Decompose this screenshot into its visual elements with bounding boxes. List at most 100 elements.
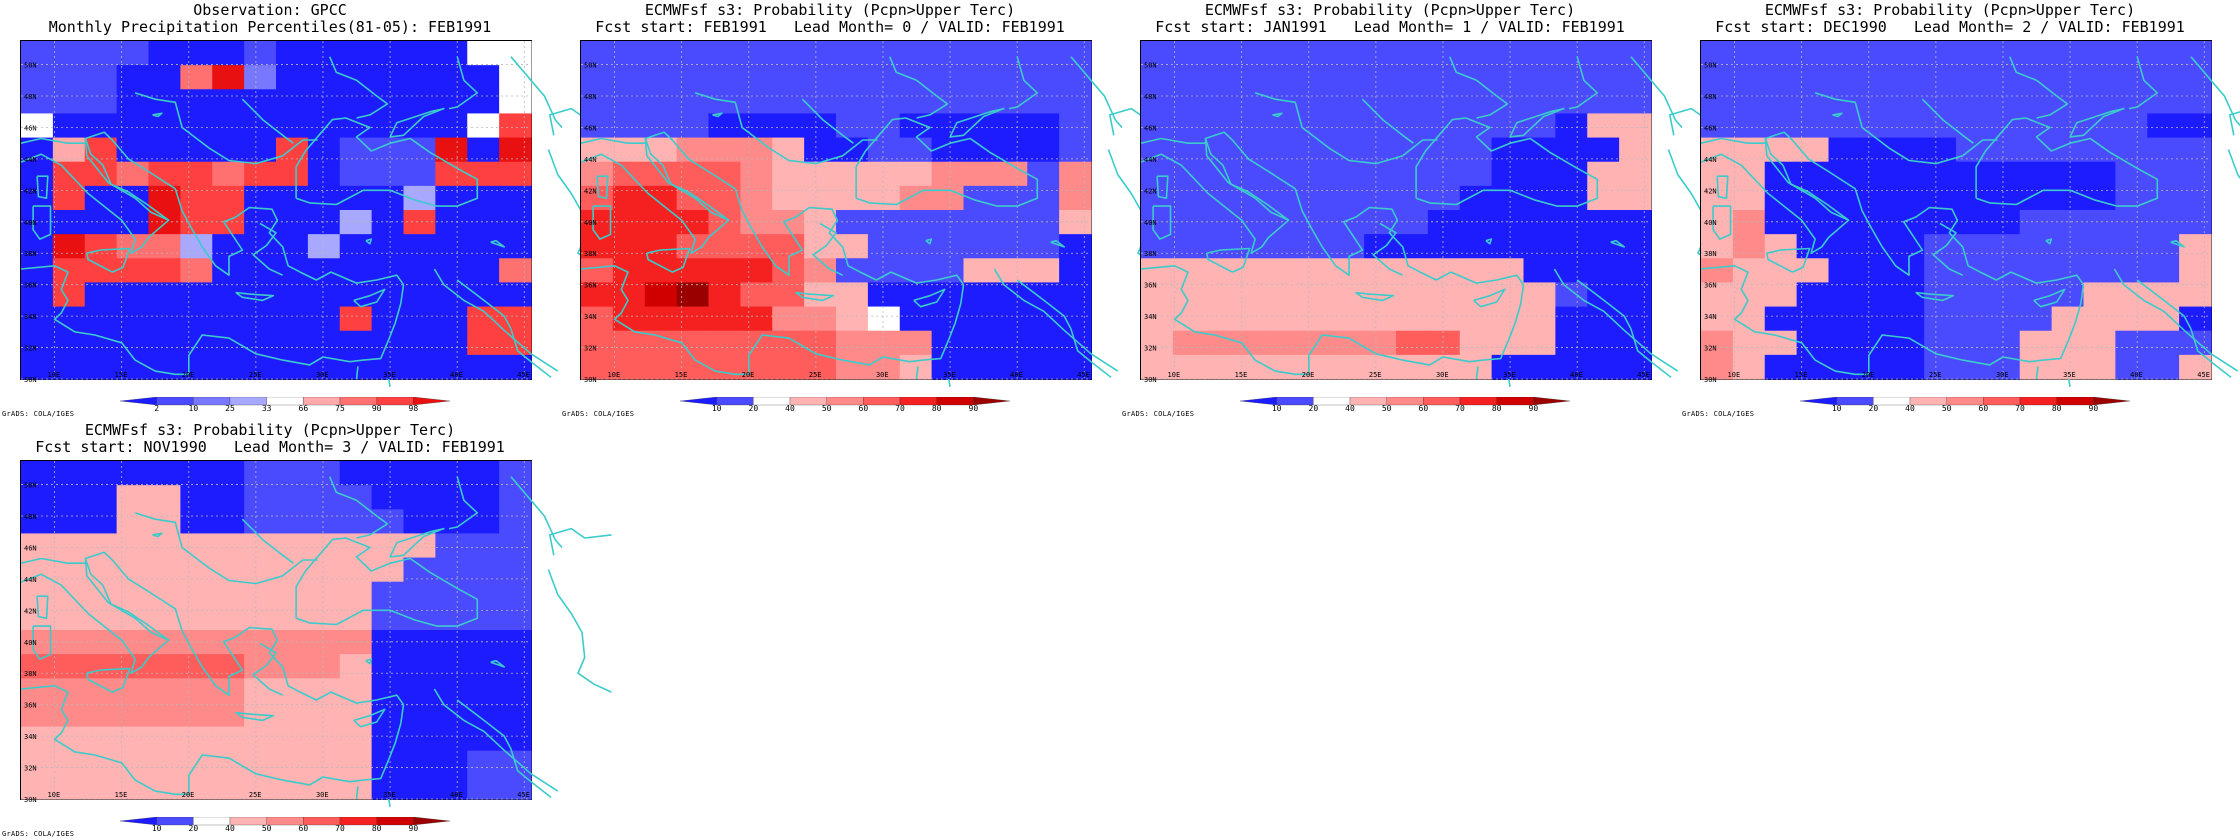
grid-cell (21, 485, 54, 510)
grid-cell (2147, 137, 2180, 163)
grid-cell (1027, 354, 1060, 380)
coastline (580, 265, 749, 376)
longitude-label: 45E (1077, 371, 1090, 379)
grid-cell (899, 258, 933, 284)
grid-cell (276, 185, 309, 211)
grid-cell (1860, 113, 1893, 139)
colorbar-label: 80 (932, 404, 942, 411)
grid-cell (1764, 185, 1798, 211)
grid-cell (836, 234, 869, 259)
grid-cell (212, 726, 245, 752)
longitude-label: 10E (48, 791, 61, 799)
grid-cell (1860, 282, 1893, 308)
grid-cell (180, 41, 213, 66)
grid-cell (1587, 65, 1620, 90)
coastline (235, 711, 275, 722)
grid-cell (276, 282, 309, 308)
grid-cell (1701, 210, 1734, 235)
grid-cell (1701, 258, 1734, 284)
grid-cell (1828, 282, 1861, 308)
grid-cell (1204, 65, 1238, 90)
grid-cell (307, 678, 341, 704)
grid-cell (435, 234, 468, 259)
grid-cell (499, 65, 532, 90)
grid-cell (435, 210, 468, 235)
grid-cell (371, 461, 405, 486)
grid-cell (2083, 210, 2116, 235)
grid-cell (1956, 282, 1989, 308)
latitude-label: 48N (24, 93, 37, 101)
grid-cell (1523, 89, 1556, 115)
grid-cell (435, 726, 468, 752)
grid-cell (1523, 161, 1556, 187)
title-line-1: ECMWFsf s3: Probability (Pcpn>Upper Terc… (1764, 1, 2136, 19)
grads-credit: GrADS: COLA/IGES (2, 410, 75, 418)
coastline (188, 284, 405, 375)
grid-cell (1459, 258, 1493, 284)
grid-cell (467, 65, 500, 90)
grid-cell (740, 354, 773, 380)
grid-cell (276, 234, 309, 259)
grid-cell (52, 678, 86, 704)
grid-cell (2115, 234, 2148, 259)
grid-cell (1555, 354, 1588, 380)
grid-cell (1268, 113, 1301, 139)
grid-cell (1172, 210, 1206, 235)
title-line-1: Observation: GPCC (193, 1, 347, 19)
grid-cell (21, 354, 54, 380)
coastline (1152, 205, 1172, 240)
grid-cell (867, 210, 901, 235)
grid-cell (1027, 210, 1060, 235)
grid-cell (581, 65, 614, 90)
grid-cell (2179, 210, 2212, 235)
grid-cell (1732, 89, 1766, 115)
grid-cell (244, 306, 277, 332)
grid-cell (1268, 137, 1301, 163)
grid-cell (1396, 161, 1429, 187)
grid-cell (1619, 210, 1652, 235)
coastline (1814, 92, 1998, 165)
grid-cell (1300, 306, 1333, 332)
grid-cell (21, 750, 54, 776)
grid-cell (1027, 89, 1060, 115)
grid-cell (52, 185, 86, 211)
grid-cell (499, 210, 532, 235)
longitude-label: 25E (249, 791, 262, 799)
grid-cell (1396, 258, 1429, 284)
grid-cell (244, 774, 277, 800)
latitude-label: 42N (24, 187, 37, 195)
coastline (2008, 56, 2069, 119)
grid-cell (708, 89, 741, 115)
grid-cell (1396, 282, 1429, 308)
grid-cell (276, 210, 309, 235)
grid-cell (1396, 41, 1429, 66)
colorbar-label: 90 (409, 824, 419, 831)
grid-cell (708, 41, 741, 66)
grid-cell (1204, 258, 1238, 284)
grid-cell (1204, 41, 1238, 66)
grid-cell (403, 65, 436, 90)
grid-cell (148, 509, 181, 535)
grid-cell (339, 630, 373, 655)
grid-cell (212, 41, 245, 66)
grid-cell (52, 654, 86, 679)
latitude-label: 36N (1144, 282, 1157, 290)
coastline (801, 98, 854, 144)
grid-cell (931, 234, 965, 259)
grid-cell (612, 65, 646, 90)
grid-cell (804, 65, 837, 90)
grid-cell (1204, 306, 1238, 332)
grid-cell (1027, 41, 1060, 66)
coastline (1372, 222, 1404, 276)
grid-cell (276, 774, 309, 800)
grid-cell (995, 282, 1028, 308)
coastline (20, 551, 405, 706)
grid-cell (180, 161, 213, 187)
colorbar-label: 20 (1309, 404, 1319, 411)
colorbar-label: 50 (1382, 404, 1392, 411)
grid-cell (84, 41, 118, 66)
grid-cell (499, 306, 532, 332)
colorbar-label: 10 (1832, 404, 1842, 411)
coastline (20, 131, 405, 286)
grid-cell (1555, 330, 1588, 356)
